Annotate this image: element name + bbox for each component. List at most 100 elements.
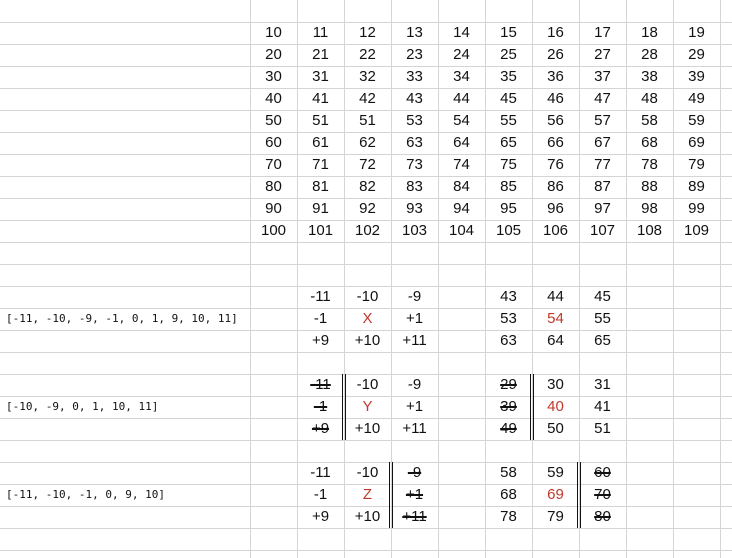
value-cell[interactable]: 55 <box>594 310 611 327</box>
offset-cell[interactable]: -11 <box>310 464 331 481</box>
number-cell[interactable]: 107 <box>589 222 616 239</box>
number-cell[interactable]: 54 <box>453 112 470 129</box>
number-cell[interactable]: 42 <box>359 90 376 107</box>
number-cell[interactable]: 37 <box>594 68 611 85</box>
number-cell[interactable]: 100 <box>260 222 287 239</box>
number-cell[interactable]: 79 <box>688 156 705 173</box>
number-cell[interactable]: 76 <box>547 156 564 173</box>
offset-cell[interactable]: +1 <box>405 486 424 503</box>
number-cell[interactable]: 46 <box>547 90 564 107</box>
number-cell[interactable]: 84 <box>453 178 470 195</box>
neighbor-offset-list[interactable]: [-10, -9, 0, 1, 10, 11] <box>6 400 159 413</box>
number-cell[interactable]: 24 <box>453 46 470 63</box>
value-cell[interactable]: 50 <box>547 420 564 437</box>
number-cell[interactable]: 51 <box>359 112 376 129</box>
value-cell[interactable]: 78 <box>500 508 517 525</box>
value-cell[interactable]: 80 <box>594 508 611 525</box>
number-cell[interactable]: 64 <box>453 134 470 151</box>
value-cell[interactable]: 59 <box>547 464 564 481</box>
number-cell[interactable]: 66 <box>547 134 564 151</box>
number-cell[interactable]: 71 <box>312 156 329 173</box>
number-cell[interactable]: 25 <box>500 46 517 63</box>
number-cell[interactable]: 106 <box>542 222 569 239</box>
offset-cell[interactable]: -11 <box>310 376 331 393</box>
number-cell[interactable]: 96 <box>547 200 564 217</box>
number-cell[interactable]: 22 <box>359 46 376 63</box>
number-cell[interactable]: 11 <box>312 24 329 41</box>
offset-cell[interactable]: -10 <box>356 288 379 305</box>
number-cell[interactable]: 14 <box>453 24 470 41</box>
neighbor-offset-list[interactable]: [-11, -10, -1, 0, 9, 10] <box>6 488 165 501</box>
offset-cell[interactable]: +10 <box>354 508 381 525</box>
number-cell[interactable]: 69 <box>688 134 705 151</box>
number-cell[interactable]: 40 <box>265 90 282 107</box>
number-cell[interactable]: 53 <box>406 112 423 129</box>
number-cell[interactable]: 12 <box>359 24 376 41</box>
number-cell[interactable]: 50 <box>265 112 282 129</box>
offset-cell[interactable]: +9 <box>311 420 330 437</box>
offset-cell[interactable]: +10 <box>354 420 381 437</box>
value-cell[interactable]: 70 <box>594 486 611 503</box>
number-cell[interactable]: 39 <box>688 68 705 85</box>
offset-cell[interactable]: -9 <box>407 376 422 393</box>
number-cell[interactable]: 33 <box>406 68 423 85</box>
number-cell[interactable]: 83 <box>406 178 423 195</box>
number-cell[interactable]: 88 <box>641 178 658 195</box>
value-cell[interactable]: 45 <box>594 288 611 305</box>
number-cell[interactable]: 20 <box>265 46 282 63</box>
value-cell[interactable]: 53 <box>500 310 517 327</box>
value-cell[interactable]: 64 <box>547 332 564 349</box>
value-cell[interactable]: 39 <box>500 398 517 415</box>
offset-cell[interactable]: +11 <box>402 508 427 525</box>
number-cell[interactable]: 59 <box>688 112 705 129</box>
number-cell[interactable]: 34 <box>453 68 470 85</box>
number-cell[interactable]: 44 <box>453 90 470 107</box>
center-value-cell[interactable]: 54 <box>547 310 564 327</box>
offset-cell[interactable]: +11 <box>402 332 427 349</box>
number-cell[interactable]: 68 <box>641 134 658 151</box>
number-cell[interactable]: 36 <box>547 68 564 85</box>
offset-cell[interactable]: -10 <box>356 464 379 481</box>
number-cell[interactable]: 90 <box>265 200 282 217</box>
number-cell[interactable]: 56 <box>547 112 564 129</box>
number-cell[interactable]: 95 <box>500 200 517 217</box>
number-cell[interactable]: 30 <box>265 68 282 85</box>
number-cell[interactable]: 55 <box>500 112 517 129</box>
value-cell[interactable]: 44 <box>547 288 564 305</box>
number-cell[interactable]: 74 <box>453 156 470 173</box>
number-cell[interactable]: 31 <box>312 68 329 85</box>
number-cell[interactable]: 102 <box>354 222 381 239</box>
number-cell[interactable]: 28 <box>641 46 658 63</box>
value-cell[interactable]: 30 <box>547 376 564 393</box>
number-cell[interactable]: 81 <box>312 178 329 195</box>
number-cell[interactable]: 101 <box>307 222 334 239</box>
number-cell[interactable]: 87 <box>594 178 611 195</box>
number-cell[interactable]: 99 <box>688 200 705 217</box>
offset-cell[interactable]: +1 <box>405 398 424 415</box>
number-cell[interactable]: 65 <box>500 134 517 151</box>
center-marker-cell[interactable]: X <box>362 310 373 327</box>
value-cell[interactable]: 79 <box>547 508 564 525</box>
number-cell[interactable]: 29 <box>688 46 705 63</box>
offset-cell[interactable]: -9 <box>407 288 422 305</box>
number-cell[interactable]: 61 <box>312 134 329 151</box>
number-cell[interactable]: 63 <box>406 134 423 151</box>
offset-cell[interactable]: +1 <box>405 310 424 327</box>
offset-cell[interactable]: -9 <box>407 464 422 481</box>
center-marker-cell[interactable]: Y <box>362 398 373 415</box>
number-cell[interactable]: 32 <box>359 68 376 85</box>
number-cell[interactable]: 72 <box>359 156 376 173</box>
center-marker-cell[interactable]: Z <box>362 486 373 503</box>
number-cell[interactable]: 73 <box>406 156 423 173</box>
number-cell[interactable]: 82 <box>359 178 376 195</box>
number-cell[interactable]: 17 <box>594 24 611 41</box>
number-cell[interactable]: 94 <box>453 200 470 217</box>
value-cell[interactable]: 68 <box>500 486 517 503</box>
number-cell[interactable]: 41 <box>312 90 329 107</box>
number-cell[interactable]: 103 <box>401 222 428 239</box>
number-cell[interactable]: 49 <box>688 90 705 107</box>
offset-cell[interactable]: -1 <box>313 310 328 327</box>
number-cell[interactable]: 13 <box>406 24 423 41</box>
offset-cell[interactable]: +10 <box>354 332 381 349</box>
number-cell[interactable]: 27 <box>594 46 611 63</box>
